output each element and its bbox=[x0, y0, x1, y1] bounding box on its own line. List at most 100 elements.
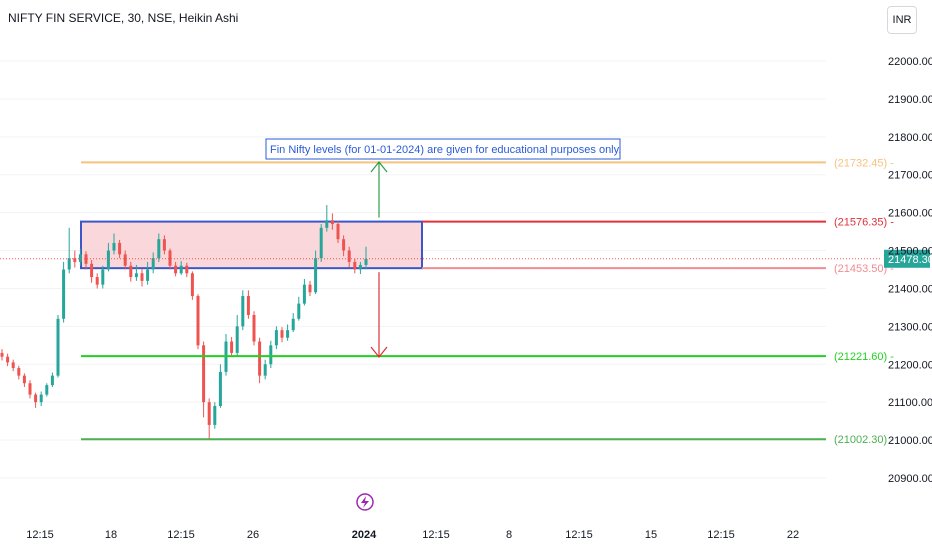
last-price-badge: 21478.30 bbox=[884, 249, 932, 268]
down-arrow bbox=[370, 272, 388, 358]
candle bbox=[319, 224, 323, 262]
y-tick-label: 21300.00 bbox=[888, 321, 932, 333]
candle bbox=[325, 205, 329, 232]
y-tick-label: 21200.00 bbox=[888, 359, 932, 371]
candle bbox=[314, 250, 318, 295]
y-tick-label: 21900.00 bbox=[888, 94, 932, 106]
candle bbox=[358, 261, 362, 275]
candle bbox=[185, 262, 189, 278]
candle bbox=[50, 372, 54, 388]
y-tick-label: 21500.00 bbox=[888, 246, 932, 258]
candle bbox=[95, 273, 99, 289]
candle bbox=[157, 233, 161, 262]
y-tick-label: 21700.00 bbox=[888, 170, 932, 182]
up-arrow bbox=[370, 161, 388, 218]
last-price-label: 21478.30 bbox=[888, 254, 932, 266]
candle bbox=[263, 359, 267, 380]
annotation-text: Fin Nifty levels (for 01-01-2024) are gi… bbox=[270, 144, 621, 156]
candle bbox=[106, 242, 110, 272]
candle bbox=[246, 290, 250, 319]
currency-button[interactable]: INR bbox=[887, 6, 917, 34]
arrow-layer bbox=[370, 161, 388, 358]
y-tick-label: 20900.00 bbox=[888, 473, 932, 485]
x-tick-label: 12:15 bbox=[565, 529, 593, 541]
y-tick-label: 21400.00 bbox=[888, 283, 932, 295]
candle bbox=[258, 337, 262, 384]
candle bbox=[56, 314, 60, 378]
candle bbox=[241, 290, 245, 331]
candle bbox=[162, 235, 166, 255]
candle bbox=[90, 260, 94, 283]
annotation-box bbox=[265, 138, 621, 160]
candle bbox=[6, 353, 10, 367]
candle bbox=[190, 271, 194, 300]
candle bbox=[84, 251, 88, 270]
x-axis: 12:15 18 12:15 26 2024 12:15 8 12:15 15 12:15 22 bbox=[26, 529, 799, 541]
candle bbox=[67, 227, 71, 274]
x-tick-label: 12:15 bbox=[26, 529, 54, 541]
candle bbox=[140, 268, 144, 287]
x-tick-label: 12:15 bbox=[707, 529, 735, 541]
x-tick-label: 12:15 bbox=[422, 529, 450, 541]
candle bbox=[129, 261, 133, 282]
candle bbox=[224, 333, 228, 376]
x-tick-label: 12:15 bbox=[167, 529, 195, 541]
level-layer: (21732.45) - (21576.35) - (21453.50) - (212… bbox=[81, 157, 932, 446]
candle bbox=[134, 264, 138, 281]
price-zone bbox=[80, 220, 423, 270]
candle bbox=[364, 246, 368, 270]
level-label: (21732.45) - bbox=[834, 157, 894, 169]
candle bbox=[118, 239, 122, 259]
candle bbox=[308, 280, 312, 297]
zone-layer bbox=[80, 220, 423, 270]
y-tick-label: 21100.00 bbox=[888, 397, 932, 409]
level-label: (21576.35) - bbox=[834, 217, 894, 229]
candle bbox=[286, 324, 290, 341]
candle bbox=[101, 265, 105, 289]
candle bbox=[347, 246, 351, 268]
y-tick-label: 22000.00 bbox=[888, 56, 932, 68]
annotation-layer: Fin Nifty levels (for 01-01-2024) are gi… bbox=[265, 138, 621, 160]
currency-label: INR bbox=[892, 14, 912, 26]
candle bbox=[151, 252, 155, 274]
candle bbox=[269, 340, 273, 369]
candle bbox=[146, 261, 150, 285]
grid-layer bbox=[0, 60, 826, 479]
x-tick-label: 2024 bbox=[352, 529, 377, 541]
candle bbox=[174, 261, 178, 277]
candle bbox=[202, 341, 206, 418]
x-tick-label: 26 bbox=[247, 529, 259, 541]
candle bbox=[207, 398, 211, 441]
candle bbox=[62, 261, 66, 323]
candle bbox=[302, 278, 306, 306]
candle bbox=[123, 250, 127, 270]
candle bbox=[78, 248, 82, 266]
symbol-title: NIFTY FIN SERVICE, 30, NSE, Heikin Ashi bbox=[8, 11, 239, 25]
candle bbox=[196, 294, 200, 350]
y-tick-label: 21000.00 bbox=[888, 435, 932, 447]
candle bbox=[330, 213, 334, 230]
level-label: (21453.50) - bbox=[834, 263, 894, 275]
candle bbox=[17, 365, 21, 380]
candle bbox=[112, 233, 116, 255]
candle-layer bbox=[0, 205, 882, 441]
candle bbox=[353, 258, 357, 274]
candle bbox=[168, 248, 172, 270]
candle bbox=[45, 383, 49, 397]
candle bbox=[297, 296, 301, 321]
candle bbox=[291, 313, 295, 333]
x-tick-label: 15 bbox=[645, 529, 657, 541]
level-label: (21002.30) - bbox=[834, 434, 894, 446]
candle bbox=[274, 326, 278, 350]
candle bbox=[218, 364, 222, 408]
candle bbox=[22, 373, 26, 388]
x-tick-label: 8 bbox=[506, 529, 512, 541]
candle bbox=[39, 391, 43, 406]
candle bbox=[213, 402, 217, 429]
lightning-icon[interactable] bbox=[356, 493, 374, 511]
candle bbox=[0, 349, 4, 361]
y-tick-label: 21600.00 bbox=[888, 208, 932, 220]
candle bbox=[11, 359, 15, 372]
y-axis: 22000.00 21900.00 21800.00 21700.00 21600.00… bbox=[888, 56, 932, 485]
